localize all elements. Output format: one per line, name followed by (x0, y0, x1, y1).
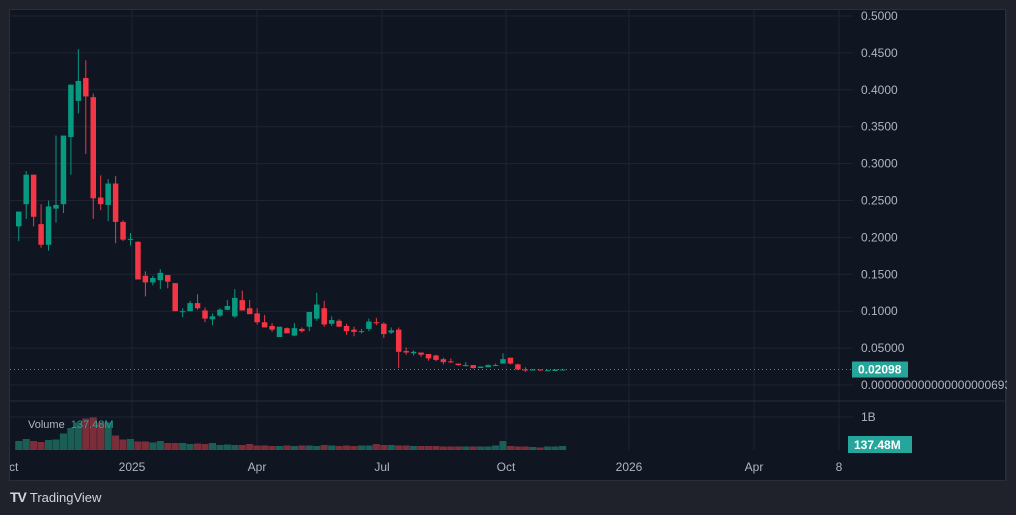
volume-tick: 1B (861, 410, 876, 424)
time-tick: Jul (374, 460, 389, 474)
price-tick: 0.05000 (861, 341, 905, 355)
last-price-tag: 0.02098 (852, 361, 908, 378)
price-tick: 0.1000 (861, 304, 898, 318)
price-tick: 0.0000000000000000006938 (861, 378, 1007, 392)
price-tick: 0.4500 (861, 46, 898, 60)
volume-legend-label: Volume (28, 419, 65, 431)
last-volume-tag: 137.48M (848, 436, 912, 453)
time-tick: Apr (745, 460, 764, 474)
time-tick: 2026 (616, 460, 643, 474)
brand-name: TradingView (29, 489, 102, 505)
volume-legend-value: 137.48M (70, 419, 114, 431)
volume-bars (15, 417, 567, 450)
volume-legend: Volume 137.48M (28, 419, 114, 431)
candles (16, 49, 566, 372)
tradingview-logo-icon: TV (10, 489, 27, 505)
price-tick: 0.5000 (861, 10, 898, 23)
time-tick: Oct (497, 460, 516, 474)
candlestick-chart[interactable]: 0.5000 0.4500 0.4000 0.3500 0.3000 0.2500 0.20… (10, 10, 1007, 482)
price-tick: 0.4000 (861, 83, 898, 97)
price-tick: 0.2000 (861, 230, 898, 244)
time-tick: Apr (248, 460, 267, 474)
last-volume-value: 137.48M (854, 438, 901, 452)
time-tick: 2025 (119, 460, 146, 474)
last-price-value: 0.02098 (858, 363, 902, 377)
price-tick: 0.3000 (861, 157, 898, 171)
price-tick: 0.2500 (861, 194, 898, 208)
time-axis[interactable]: Oct 2025 Apr Jul Oct 2026 Apr 8 (10, 460, 843, 474)
grid-lines (10, 10, 853, 450)
time-tick: Oct (10, 460, 19, 474)
price-axis[interactable]: 0.5000 0.4500 0.4000 0.3500 0.3000 0.2500 0.20… (861, 10, 1007, 424)
time-tick: 8 (836, 460, 843, 474)
price-tick: 0.1500 (861, 267, 898, 281)
price-tick: 0.3500 (861, 120, 898, 134)
chart-frame[interactable]: 0.5000 0.4500 0.4000 0.3500 0.3000 0.2500 0.20… (9, 9, 1007, 482)
tradingview-brand[interactable]: TV TradingView (10, 489, 101, 505)
